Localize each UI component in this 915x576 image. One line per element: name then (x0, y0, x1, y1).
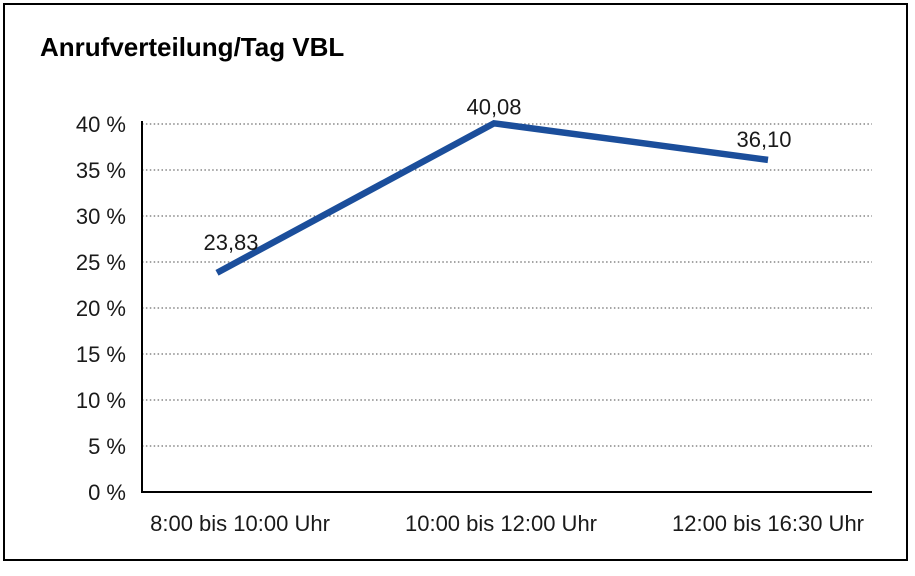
data-point-label: 23,83 (203, 230, 258, 255)
y-tick-label: 30 % (76, 204, 126, 229)
y-tick-label: 25 % (76, 250, 126, 275)
x-category-label: 10:00 bis 12:00 Uhr (405, 511, 597, 536)
x-category-label: 12:00 bis 16:30 Uhr (672, 511, 864, 536)
y-tick-label: 5 % (88, 434, 126, 459)
y-tick-label: 35 % (76, 158, 126, 183)
x-category-label: 8:00 bis 10:00 Uhr (150, 511, 330, 536)
series-line (215, 119, 769, 276)
chart-title: Anrufverteilung/Tag VBL (40, 32, 345, 62)
y-tick-label: 10 % (76, 388, 126, 413)
y-tick-label: 20 % (76, 296, 126, 321)
y-tick-label: 40 % (76, 112, 126, 137)
y-tick-label: 0 % (88, 480, 126, 505)
data-point-label: 36,10 (736, 127, 791, 152)
y-tick-label: 15 % (76, 342, 126, 367)
data-point-label: 40,08 (466, 94, 521, 119)
